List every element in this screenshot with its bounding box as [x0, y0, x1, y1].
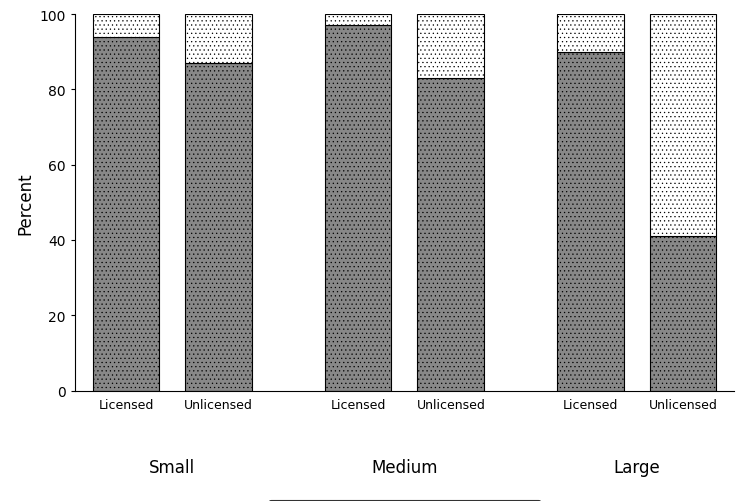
Bar: [557, 15, 624, 53]
Text: Large: Large: [613, 458, 660, 476]
Y-axis label: Percent: Percent: [16, 172, 34, 234]
Text: Small: Small: [149, 458, 195, 476]
Bar: [417, 79, 485, 391]
Text: Medium: Medium: [372, 458, 437, 476]
Bar: [324, 15, 392, 26]
Bar: [417, 15, 485, 79]
Bar: [557, 53, 624, 391]
Bar: [649, 237, 716, 391]
Legend: Some, None: Some, None: [268, 500, 541, 501]
Bar: [93, 38, 160, 391]
Bar: [185, 15, 252, 64]
Bar: [185, 64, 252, 391]
Bar: [324, 26, 392, 391]
Bar: [93, 15, 160, 38]
Bar: [649, 15, 716, 237]
